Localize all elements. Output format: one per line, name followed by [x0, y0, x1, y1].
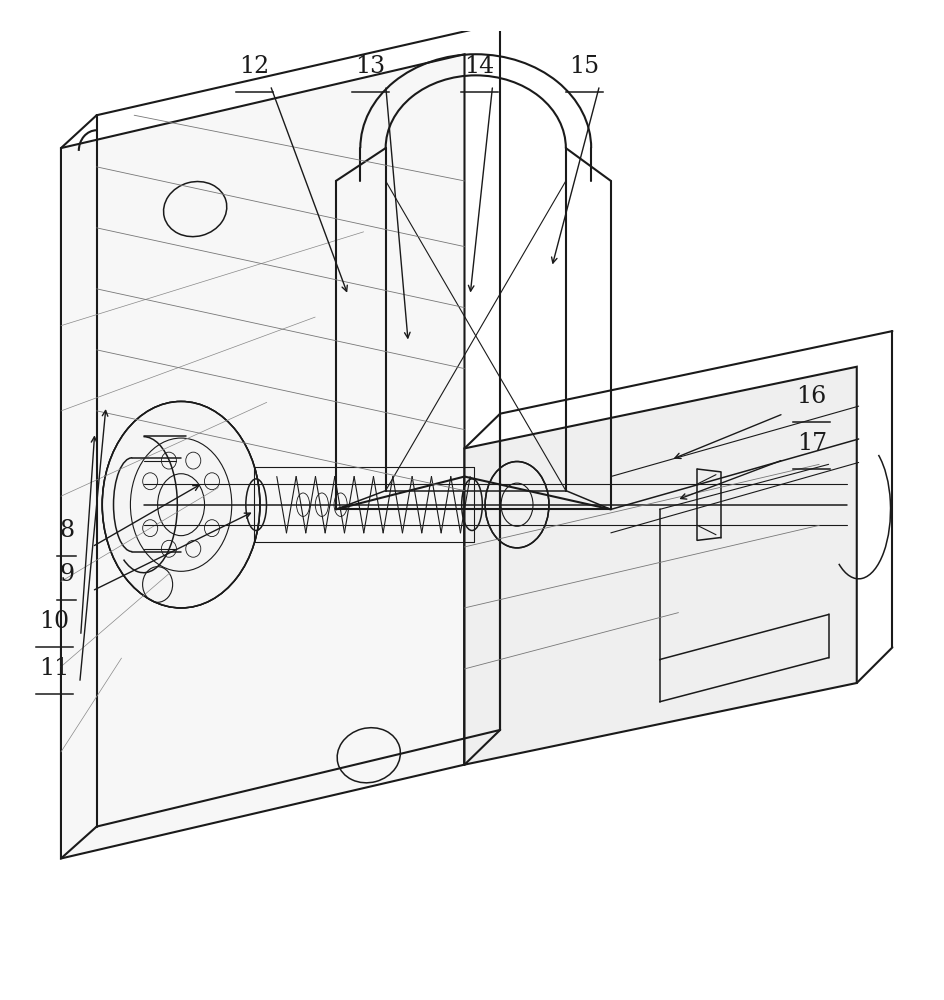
- Text: 17: 17: [797, 432, 827, 455]
- Text: 9: 9: [59, 563, 75, 586]
- Ellipse shape: [485, 462, 549, 548]
- Text: 14: 14: [464, 55, 495, 78]
- Ellipse shape: [102, 401, 260, 608]
- Text: 11: 11: [40, 657, 70, 680]
- Polygon shape: [464, 367, 857, 765]
- Text: 16: 16: [797, 385, 827, 408]
- Text: 12: 12: [239, 55, 269, 78]
- Polygon shape: [61, 54, 464, 858]
- Text: 13: 13: [356, 55, 386, 78]
- Text: 15: 15: [569, 55, 599, 78]
- Text: 10: 10: [40, 610, 70, 633]
- Text: 8: 8: [59, 519, 75, 542]
